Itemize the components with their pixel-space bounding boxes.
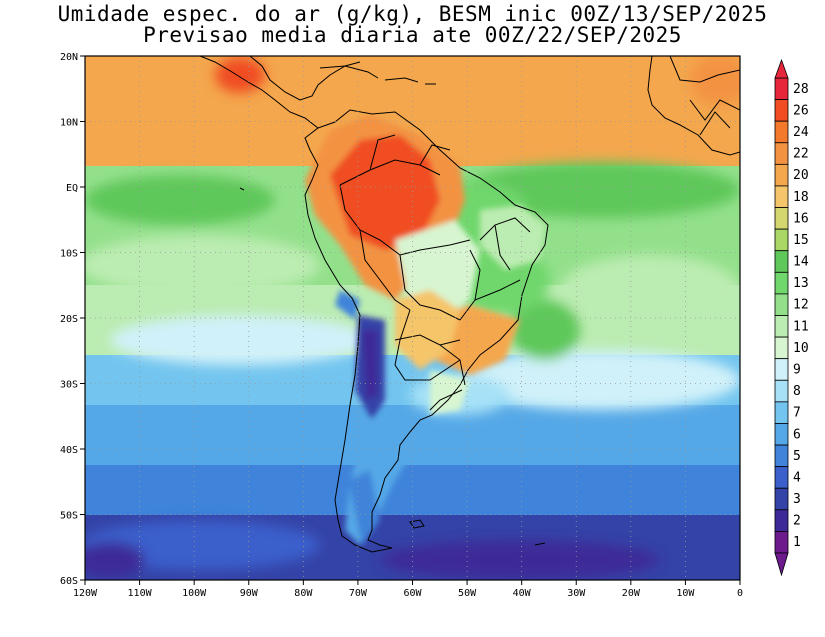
colorbar-segment <box>774 336 789 360</box>
colorbar-segment <box>774 250 789 273</box>
colorbar-segment <box>774 207 789 230</box>
colorbar-label: 2 <box>793 514 801 529</box>
lat-tick-label: 10N <box>60 118 78 129</box>
colorbar-label: 8 <box>793 384 801 399</box>
lon-tick-label: 10W <box>676 588 695 599</box>
lat-tick-label: 40S <box>60 445 78 456</box>
colorbar-segment <box>774 444 789 468</box>
colorbar-label: 3 <box>793 492 801 507</box>
colorbar-segment <box>774 379 789 403</box>
colorbar-label: 20 <box>793 168 809 183</box>
lat-tick-label: 50S <box>60 511 78 522</box>
lon-tick-label: 70W <box>349 588 368 599</box>
colorbar-label: 14 <box>793 255 809 270</box>
lat-tick-label: 60S <box>60 576 78 587</box>
lon-tick-label: 0 <box>737 588 743 599</box>
colorbar-label: 13 <box>793 276 809 291</box>
coastlines <box>199 56 740 553</box>
colorbar-label: 28 <box>793 82 809 97</box>
galapagos <box>239 187 245 191</box>
colorbar-segment <box>774 401 789 424</box>
lon-tick-label: 110W <box>128 588 153 599</box>
lat-tick-label: 10S <box>60 249 78 260</box>
colorbar-label: 4 <box>793 470 801 485</box>
cuba <box>319 65 379 79</box>
colorbar-segment <box>774 99 789 122</box>
map-title-line1: Umidade espec. do ar (g/kg), BESM inic 0… <box>57 2 768 26</box>
map-title-line2: Previsao media diaria ate 00Z/22/SEP/202… <box>143 23 682 47</box>
west-africa-coast <box>647 56 740 156</box>
lon-tick-label: 50W <box>458 588 477 599</box>
colorbar-extend-top <box>774 58 789 79</box>
colorbar: 28 26 24 22 20 18 16 15 14 13 12 11 10 9 8 7 6 5 4 3 2 1 <box>774 58 809 577</box>
lon-tick-label: 30W <box>567 588 586 599</box>
lon-tick-label: 100W <box>182 588 207 599</box>
gulf-of-mexico-coast <box>249 56 361 101</box>
colorbar-label: 24 <box>793 125 809 140</box>
colorbar-label: 22 <box>793 147 809 162</box>
colorbar-segment <box>774 293 789 316</box>
south-america-borders <box>339 134 531 411</box>
colorbar-label: 1 <box>793 535 801 550</box>
latitude-axis: 20N 10N EQ 10S 20S 30S 40S 50S 60S <box>60 52 85 587</box>
colorbar-label: 10 <box>793 341 809 356</box>
colorbar-label: 9 <box>793 362 801 377</box>
africa-borders <box>669 56 740 136</box>
south-georgia <box>534 542 546 546</box>
colorbar-segment <box>774 77 789 100</box>
colorbar-label: 5 <box>793 449 801 464</box>
lat-tick-label: 20S <box>60 314 78 325</box>
colorbar-segment <box>774 487 789 511</box>
hispaniola <box>384 77 419 83</box>
colorbar-segment <box>774 163 789 187</box>
colorbar-label: 26 <box>793 103 809 118</box>
colorbar-segment <box>774 142 789 165</box>
colorbar-label: 18 <box>793 190 809 205</box>
colorbar-segment <box>774 466 789 489</box>
longitude-axis: 120W 110W 100W 90W 80W 70W 60W 50W 40W 30W 20W 10W 0 <box>73 580 743 599</box>
lat-lon-grid <box>85 56 740 580</box>
colorbar-segment <box>774 509 789 532</box>
colorbar-segment <box>774 185 789 208</box>
lon-tick-label: 40W <box>513 588 532 599</box>
colorbar-segment <box>774 228 789 252</box>
colorbar-label: 7 <box>793 406 801 421</box>
lat-tick-label: 30S <box>60 380 78 391</box>
colorbar-segment <box>774 271 789 295</box>
central-america-coast <box>199 56 319 129</box>
colorbar-segment <box>774 423 789 446</box>
lat-tick-label: 20N <box>60 52 78 63</box>
lon-tick-label: 20W <box>622 588 641 599</box>
colorbar-segment <box>774 315 789 338</box>
colorbar-segment <box>774 531 789 554</box>
south-america-coast <box>304 109 549 553</box>
colorbar-extend-bottom <box>774 552 789 577</box>
lon-tick-label: 90W <box>240 588 259 599</box>
lat-tick-label: EQ <box>66 183 78 194</box>
colorbar-label: 6 <box>793 427 801 442</box>
colorbar-segment <box>774 358 789 381</box>
colorbar-label: 12 <box>793 298 809 313</box>
colorbar-label: 11 <box>793 319 809 334</box>
lon-tick-label: 80W <box>294 588 313 599</box>
colorbar-label: 16 <box>793 211 809 226</box>
colorbar-segment <box>774 120 789 144</box>
lon-tick-label: 120W <box>73 588 98 599</box>
lon-tick-label: 60W <box>403 588 422 599</box>
colorbar-label: 15 <box>793 233 809 248</box>
